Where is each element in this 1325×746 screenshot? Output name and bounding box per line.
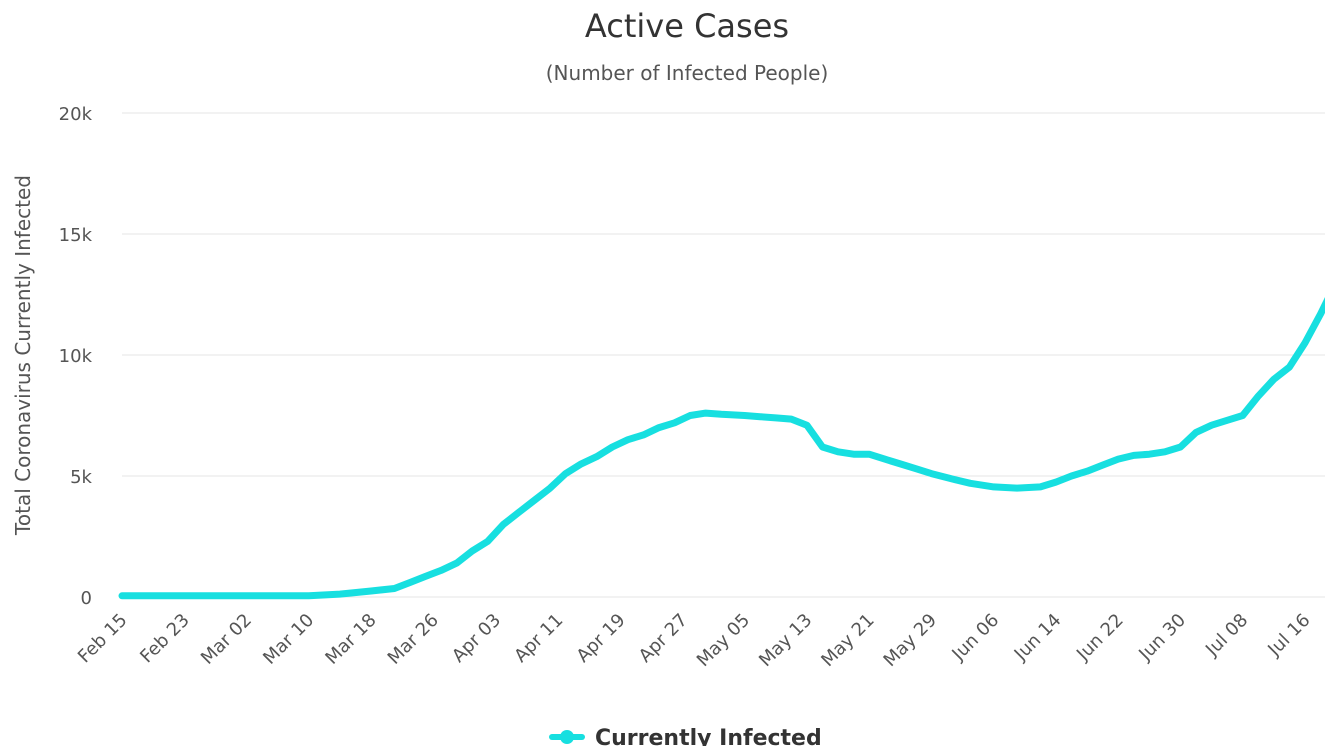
x-axis-ticks: Feb 15 Feb 23 Mar 02 Mar 10 Mar 18 Mar 26 Apr … xyxy=(74,610,1315,671)
y-axis-ticks: 0 5k 10k 15k 20k xyxy=(59,104,93,609)
x-tick-label: Feb 23 xyxy=(136,610,194,668)
y-tick-label: 15k xyxy=(59,225,93,246)
y-tick-label: 20k xyxy=(59,104,93,125)
x-tick-label: Apr 03 xyxy=(448,610,505,667)
y-tick-label: 10k xyxy=(59,346,93,367)
x-tick-label: Jun 30 xyxy=(1134,610,1190,666)
y-axis-label: Total Coronavirus Currently Infected xyxy=(11,175,35,536)
y-tick-label: 0 xyxy=(81,588,92,609)
gridlines xyxy=(122,112,1325,598)
y-tick-label: 5k xyxy=(70,467,92,488)
x-tick-label: Jun 22 xyxy=(1072,610,1128,666)
x-tick-label: Mar 10 xyxy=(259,610,318,669)
x-tick-label: Feb 15 xyxy=(74,610,132,668)
x-tick-label: Jun 14 xyxy=(1010,610,1066,666)
x-tick-label: Jun 06 xyxy=(948,610,1004,666)
chart-title: Active Cases xyxy=(585,7,789,45)
x-tick-label: May 29 xyxy=(880,610,941,671)
legend-label: Currently Infected xyxy=(595,726,822,746)
x-tick-label: May 21 xyxy=(817,610,878,671)
series-line-currently-infected[interactable] xyxy=(118,282,1325,600)
chart-subtitle: (Number of Infected People) xyxy=(546,61,829,85)
x-tick-label: Jul 08 xyxy=(1201,610,1252,661)
x-tick-label: Mar 26 xyxy=(384,610,443,669)
legend[interactable]: Currently Infected xyxy=(549,726,822,746)
x-tick-label: Mar 18 xyxy=(321,610,380,669)
x-tick-label: Apr 27 xyxy=(635,610,692,667)
x-tick-label: Mar 02 xyxy=(197,610,256,669)
x-tick-label: Jul 16 xyxy=(1263,610,1314,661)
legend-marker-icon xyxy=(560,730,574,744)
x-tick-label: May 13 xyxy=(755,610,816,671)
x-tick-label: Apr 11 xyxy=(510,610,567,667)
x-tick-label: May 05 xyxy=(693,610,754,671)
x-tick-label: Apr 19 xyxy=(573,610,630,667)
